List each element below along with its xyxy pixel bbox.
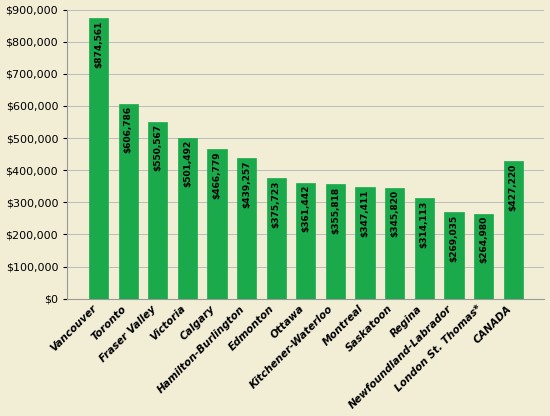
Bar — [148, 122, 167, 299]
Bar — [415, 198, 434, 299]
Text: $550,567: $550,567 — [153, 124, 162, 171]
Text: $355,818: $355,818 — [331, 187, 340, 234]
Text: $874,561: $874,561 — [94, 20, 103, 68]
Bar — [237, 158, 256, 299]
Text: $314,113: $314,113 — [420, 201, 429, 248]
Text: $361,442: $361,442 — [301, 185, 310, 233]
Text: $345,820: $345,820 — [390, 190, 399, 237]
Text: $427,220: $427,220 — [509, 164, 518, 211]
Bar — [355, 187, 375, 299]
Bar — [444, 212, 464, 299]
Bar — [296, 183, 316, 299]
Text: $501,492: $501,492 — [183, 140, 192, 187]
Text: $439,257: $439,257 — [242, 160, 251, 208]
Bar — [267, 178, 286, 299]
Text: $269,035: $269,035 — [449, 215, 458, 262]
Bar — [474, 213, 493, 299]
Bar — [503, 161, 522, 299]
Text: $375,723: $375,723 — [272, 181, 280, 228]
Bar — [385, 188, 404, 299]
Bar — [118, 104, 138, 299]
Bar — [326, 184, 345, 299]
Bar — [178, 138, 197, 299]
Text: $606,786: $606,786 — [124, 106, 133, 154]
Text: $347,411: $347,411 — [361, 190, 370, 237]
Bar — [89, 18, 108, 299]
Text: $466,779: $466,779 — [212, 151, 222, 199]
Text: $264,980: $264,980 — [479, 216, 488, 263]
Bar — [207, 149, 227, 299]
